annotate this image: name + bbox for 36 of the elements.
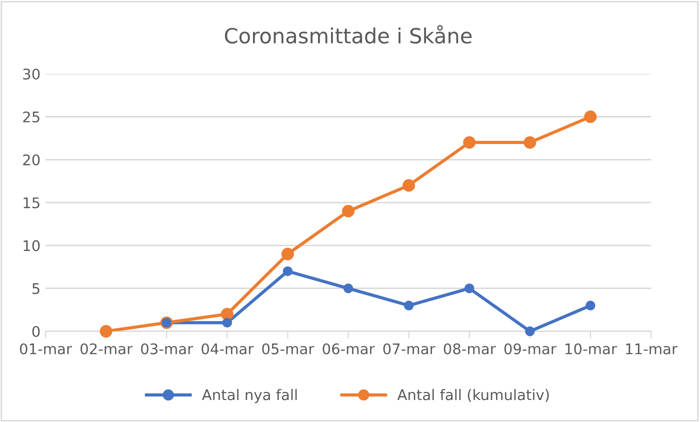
point [404,300,414,310]
x-tick-label: 06-mar [322,343,375,354]
legend-label: Antal fall (kumulativ) [397,388,549,402]
y-tick-label: 10 [24,240,40,252]
x-tick-label: 01-mar [20,343,72,354]
point [525,326,535,336]
y-tick-label: 30 [23,68,40,80]
x-tick-label: 07-mar [383,343,436,354]
point [402,179,416,192]
point [282,266,293,276]
x-tick-label: 04-mar [202,343,254,354]
x-tick-label: 03-mar [141,343,194,354]
x-tick-label: 09-mar [504,343,556,354]
point [524,136,536,149]
legend-label: Antal nya fall [202,388,297,404]
x-tick-label: 05-mar [262,343,314,354]
point [281,248,294,260]
point [584,110,597,124]
point [464,284,474,294]
y-tick-label: 0 [32,326,40,338]
y-tick-label: 25 [23,111,40,122]
y-tick-label: 5 [32,283,40,294]
x-tick-label: 08-mar [444,343,496,354]
point [100,325,112,338]
point [463,136,476,149]
point [220,308,234,320]
x-tick-label: 10-mar [566,343,617,354]
y-tick-label: 20 [23,154,40,166]
chart-title: Coronasmittade i Skåne [224,25,472,44]
point [342,204,354,218]
point [222,318,232,328]
point [586,300,596,310]
y-tick-label: 15 [24,197,40,208]
x-tick-label: 02-mar [80,343,133,354]
point [343,284,354,294]
x-tick-label: 11-mar [626,344,678,354]
